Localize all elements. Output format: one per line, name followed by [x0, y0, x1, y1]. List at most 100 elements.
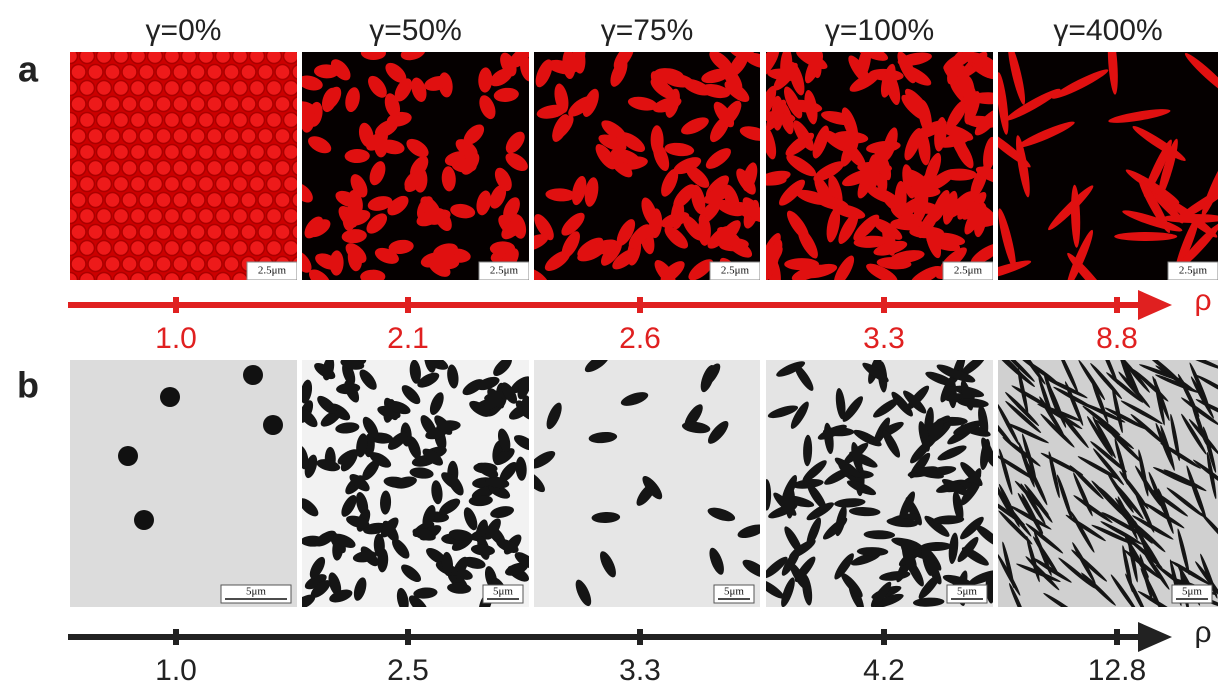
- axis-tick: [881, 629, 887, 645]
- scale-label: 2.5μm: [1179, 265, 1208, 277]
- particle: [233, 81, 248, 96]
- particle: [114, 113, 129, 128]
- particle: [233, 49, 248, 64]
- particle: [182, 209, 197, 224]
- particle: [190, 257, 205, 272]
- particle: [80, 145, 95, 160]
- particle: [114, 177, 129, 192]
- particle: [156, 225, 171, 240]
- particle: [88, 225, 103, 240]
- particle: [97, 273, 112, 288]
- particle: [182, 145, 197, 160]
- axis-tick-label: 1.0: [155, 322, 197, 355]
- particle: [241, 97, 256, 112]
- particle: [122, 129, 137, 144]
- particle: [63, 209, 78, 224]
- axis-tick: [1114, 297, 1120, 313]
- particle: [165, 145, 180, 160]
- particle: [190, 65, 205, 80]
- strain-label: γ=0%: [146, 14, 222, 47]
- particle: [224, 97, 239, 112]
- particle: [105, 193, 120, 208]
- particle: [80, 113, 95, 128]
- particle: [63, 81, 78, 96]
- particle: [233, 145, 248, 160]
- particle: [71, 65, 86, 80]
- axis-tick-label: 1.0: [155, 654, 197, 687]
- particle: [97, 81, 112, 96]
- particle: [250, 177, 265, 192]
- particle: [122, 97, 137, 112]
- axis-tick-label: 2.1: [387, 322, 429, 355]
- particle: [241, 65, 256, 80]
- particle: [224, 129, 239, 144]
- axis-tick: [637, 629, 643, 645]
- particle: [173, 129, 188, 144]
- particle: [199, 241, 214, 256]
- particle: [284, 81, 299, 96]
- particle: [233, 273, 248, 288]
- particle: [250, 145, 265, 160]
- particle: [131, 49, 146, 64]
- axis-tick: [881, 297, 887, 313]
- particle: [267, 209, 282, 224]
- particle: [71, 225, 86, 240]
- axis-tick: [173, 297, 179, 313]
- particle: [114, 241, 129, 256]
- particle: [165, 241, 180, 256]
- particle: [258, 193, 273, 208]
- micrograph: 5μm: [70, 360, 297, 607]
- particle: [134, 510, 154, 530]
- particle: [160, 387, 180, 407]
- particle: [148, 177, 163, 192]
- particle: [148, 241, 163, 256]
- particle: [284, 49, 299, 64]
- particle: [97, 241, 112, 256]
- particle: [233, 113, 248, 128]
- particle: [114, 49, 129, 64]
- particle: [165, 49, 180, 64]
- particle: [80, 49, 95, 64]
- particle: [173, 97, 188, 112]
- particle: [80, 241, 95, 256]
- particle: [275, 193, 290, 208]
- particle: [182, 49, 197, 64]
- particle: [275, 97, 290, 112]
- particle: [131, 241, 146, 256]
- particle: [105, 129, 120, 144]
- scale-label: 2.5μm: [954, 265, 983, 277]
- particle: [173, 225, 188, 240]
- particle: [63, 241, 78, 256]
- particle: [156, 193, 171, 208]
- particle: [173, 257, 188, 272]
- particle: [122, 193, 137, 208]
- particle: [88, 193, 103, 208]
- particle: [267, 177, 282, 192]
- particle: [199, 113, 214, 128]
- particle: [275, 129, 290, 144]
- particle: [97, 145, 112, 160]
- particle: [71, 161, 86, 176]
- particle: [267, 241, 282, 256]
- particle: [97, 177, 112, 192]
- particle: [97, 49, 112, 64]
- particle: [105, 65, 120, 80]
- axis-symbol: ρ: [1194, 616, 1211, 649]
- particle: [156, 65, 171, 80]
- particle: [267, 145, 282, 160]
- micrograph: 2.5μm: [752, 40, 1011, 294]
- particle: [122, 225, 137, 240]
- axis-arrow: [1138, 290, 1172, 320]
- particle: [275, 65, 290, 80]
- particle: [250, 81, 265, 96]
- particle: [267, 81, 282, 96]
- particle: [71, 97, 86, 112]
- particle: [258, 129, 273, 144]
- micrograph: 5μm: [520, 350, 770, 608]
- particle: [224, 65, 239, 80]
- particle: [71, 129, 86, 144]
- particle: [182, 81, 197, 96]
- particle: [233, 209, 248, 224]
- particle: [250, 241, 265, 256]
- strain-label: γ=100%: [825, 14, 934, 47]
